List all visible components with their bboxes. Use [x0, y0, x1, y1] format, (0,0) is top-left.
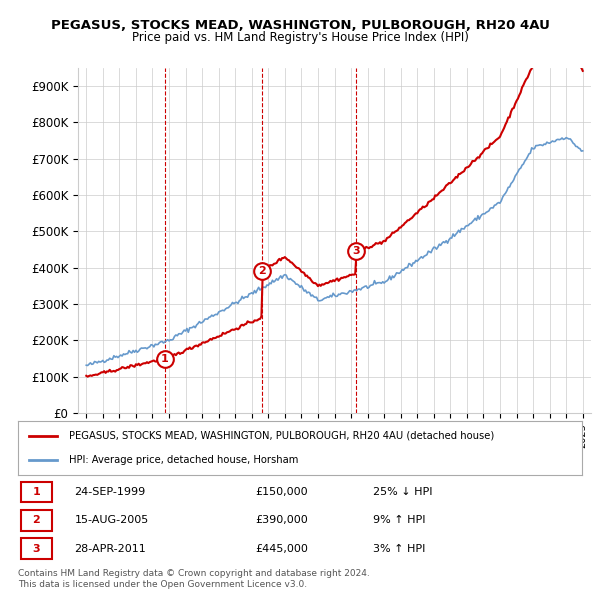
Text: 1: 1: [161, 353, 169, 363]
Text: 3: 3: [32, 544, 40, 553]
Text: 1: 1: [32, 487, 40, 497]
Text: 25% ↓ HPI: 25% ↓ HPI: [373, 487, 433, 497]
FancyBboxPatch shape: [21, 538, 52, 559]
Text: HPI: Average price, detached house, Horsham: HPI: Average price, detached house, Hors…: [69, 455, 298, 465]
Text: PEGASUS, STOCKS MEAD, WASHINGTON, PULBOROUGH, RH20 4AU: PEGASUS, STOCKS MEAD, WASHINGTON, PULBOR…: [50, 19, 550, 32]
Text: PEGASUS, STOCKS MEAD, WASHINGTON, PULBOROUGH, RH20 4AU (detached house): PEGASUS, STOCKS MEAD, WASHINGTON, PULBOR…: [69, 431, 494, 441]
Text: £390,000: £390,000: [255, 516, 308, 525]
Text: 28-APR-2011: 28-APR-2011: [74, 544, 146, 553]
FancyBboxPatch shape: [21, 510, 52, 531]
Text: £445,000: £445,000: [255, 544, 308, 553]
Text: 2: 2: [258, 266, 266, 276]
FancyBboxPatch shape: [21, 481, 52, 503]
Text: 24-SEP-1999: 24-SEP-1999: [74, 487, 146, 497]
Text: 3% ↑ HPI: 3% ↑ HPI: [373, 544, 425, 553]
Text: 2: 2: [32, 516, 40, 525]
Text: Contains HM Land Registry data © Crown copyright and database right 2024.
This d: Contains HM Land Registry data © Crown c…: [18, 569, 370, 589]
Text: Price paid vs. HM Land Registry's House Price Index (HPI): Price paid vs. HM Land Registry's House …: [131, 31, 469, 44]
Text: 15-AUG-2005: 15-AUG-2005: [74, 516, 149, 525]
Text: 3: 3: [353, 246, 360, 256]
Text: 9% ↑ HPI: 9% ↑ HPI: [373, 516, 426, 525]
Text: £150,000: £150,000: [255, 487, 308, 497]
